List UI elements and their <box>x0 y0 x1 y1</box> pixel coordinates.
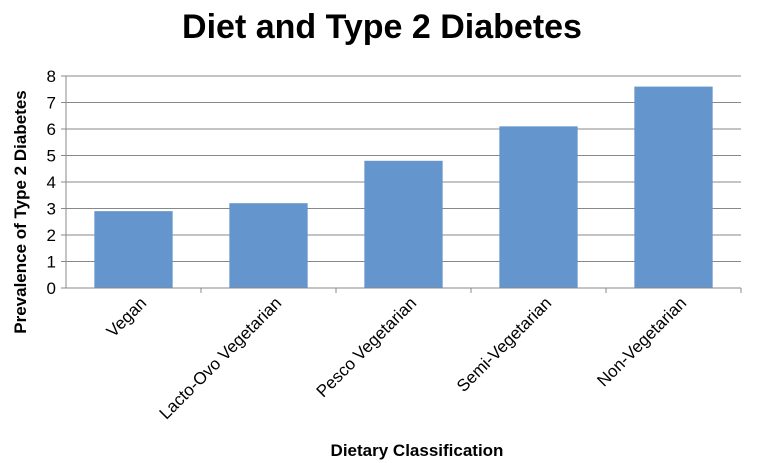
x-tick-label: Non-Vegetarian <box>593 293 690 390</box>
x-axis-label: Dietary Classification <box>331 441 504 460</box>
y-tick-label: 4 <box>47 173 56 192</box>
y-tick-labels: 0 1 2 3 4 5 6 7 8 <box>47 67 66 298</box>
x-tick-label: Pesco Vegetarian <box>313 293 421 401</box>
bar-lacto-ovo-vegetarian <box>229 203 308 288</box>
bars <box>94 86 713 288</box>
y-tick-label: 0 <box>47 279 56 298</box>
y-tick-label: 8 <box>47 67 56 86</box>
bar-semi-vegetarian <box>499 126 578 288</box>
y-axis-label: Prevalence of Type 2 Diabetes <box>11 90 30 333</box>
bar-non-vegetarian <box>634 86 713 288</box>
bar-pesco-vegetarian <box>364 160 443 288</box>
x-tick-label: Lacto-Ovo Vegetarian <box>156 293 286 423</box>
bar-vegan <box>94 211 173 288</box>
y-tick-label: 3 <box>47 200 56 219</box>
chart-title: Diet and Type 2 Diabetes <box>182 8 582 46</box>
x-tick-labels: Vegan Lacto-Ovo Vegetarian Pesco Vegetaria… <box>103 288 742 423</box>
y-tick-label: 1 <box>47 253 56 272</box>
x-tick-label: Semi-Vegetarian <box>453 293 555 395</box>
y-tick-label: 5 <box>47 147 56 166</box>
y-tick-label: 6 <box>47 120 56 139</box>
y-tick-label: 7 <box>47 94 56 113</box>
y-tick-label: 2 <box>47 226 56 245</box>
x-tick-label: Vegan <box>103 293 151 341</box>
